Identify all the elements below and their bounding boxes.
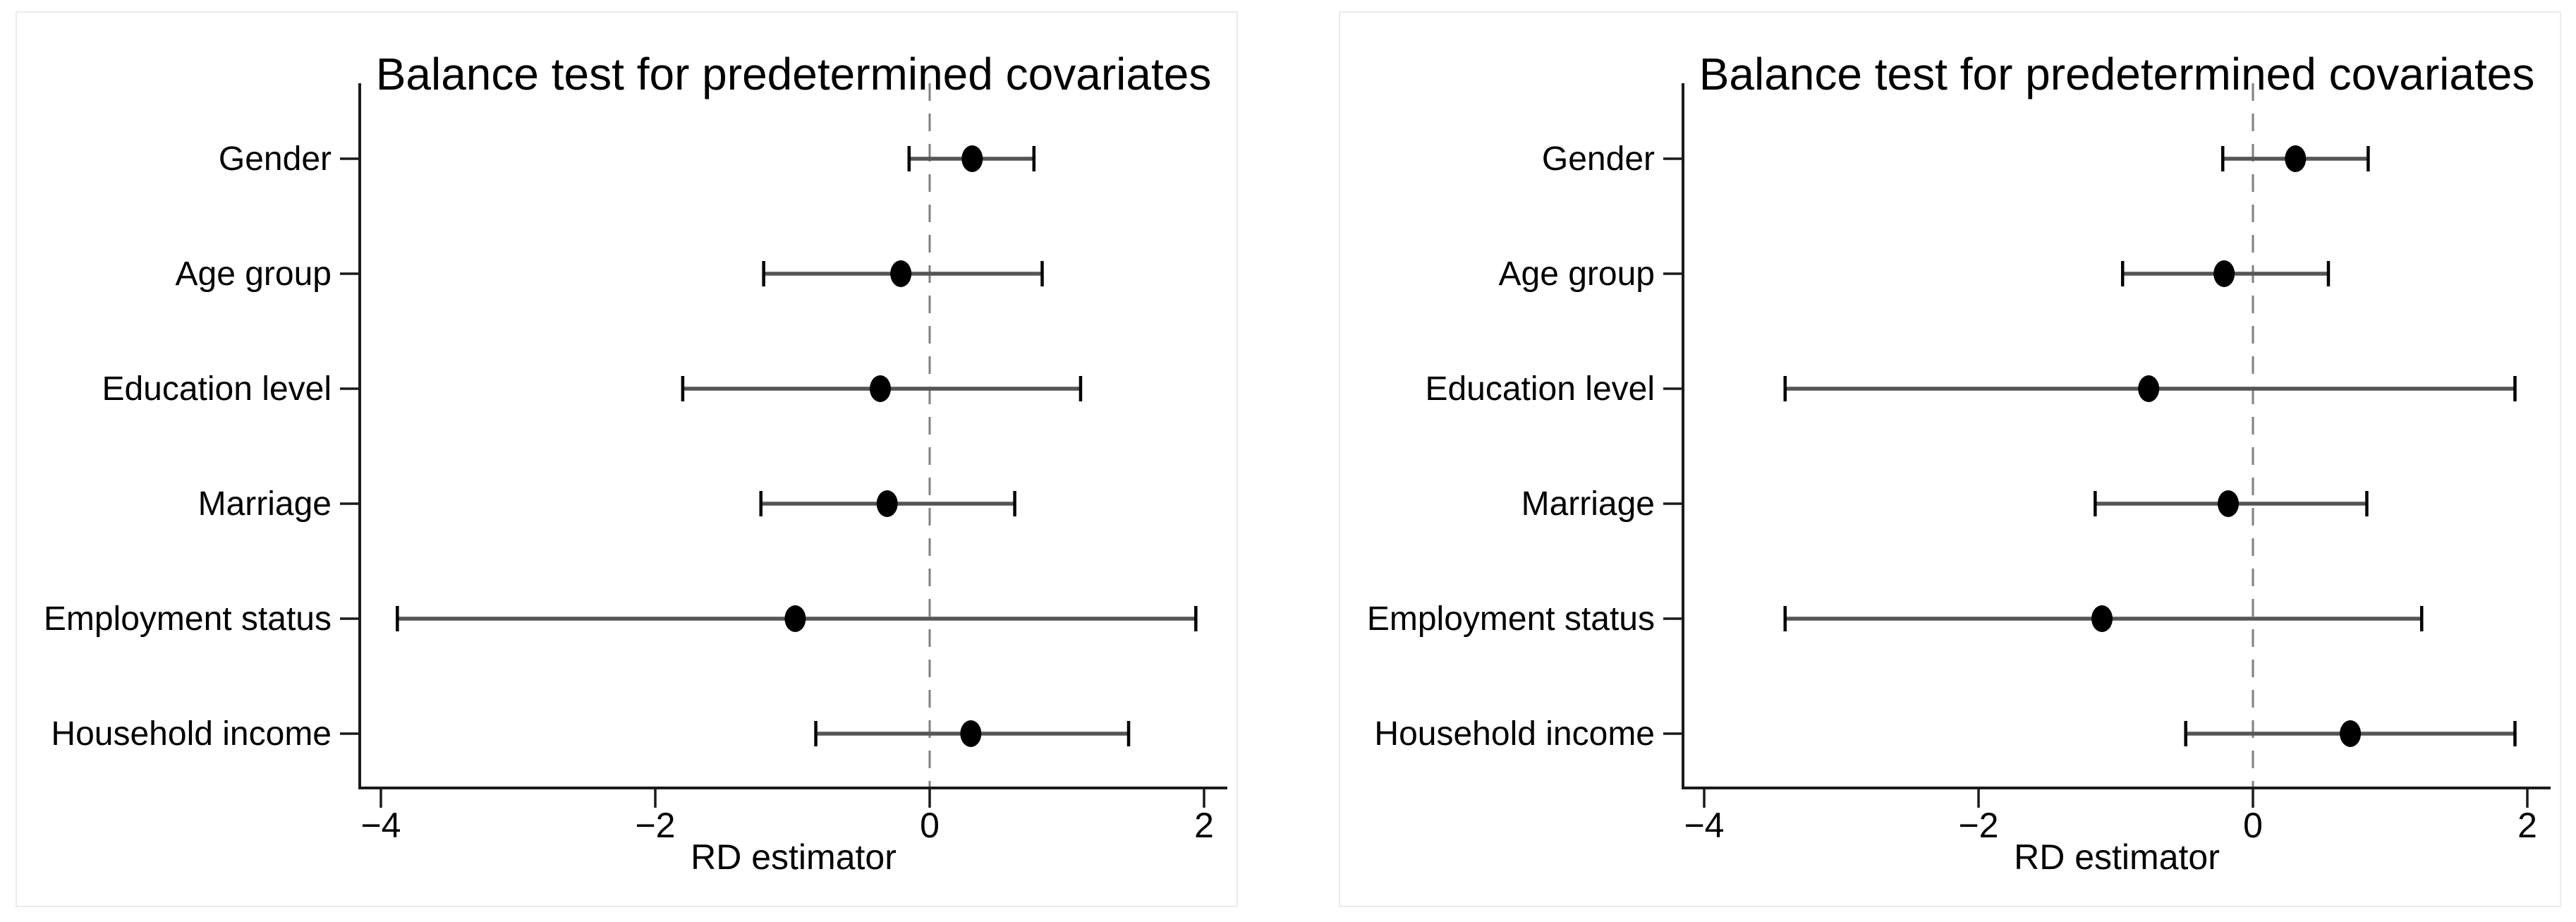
x-axis-label: RD estimator [691, 837, 897, 877]
category-label: Household income [51, 715, 332, 753]
chart-title: Balance test for predetermined covariate… [375, 49, 1212, 99]
category-label: Marriage [1521, 485, 1655, 523]
point-estimate-marker [2285, 145, 2307, 172]
x-tick-label: 0 [920, 806, 940, 845]
point-estimate-marker [869, 375, 891, 402]
point-estimate-marker [2217, 490, 2239, 517]
chart-title: Balance test for predetermined covariate… [1699, 49, 2535, 99]
x-tick-label: −4 [1684, 806, 1724, 845]
x-tick-label: 0 [2243, 806, 2263, 845]
coefficient-plot: −4 −2 0 2 Gender Age group Education level Marr… [1367, 83, 2551, 845]
point-estimate-marker [2213, 260, 2235, 287]
x-tick-label: −2 [1958, 806, 1998, 845]
category-label: Age group [1498, 255, 1655, 293]
category-label: Gender [219, 140, 332, 178]
x-tick-label: −4 [360, 806, 401, 845]
balance-test-panel-2: Balance test for predetermined covariate… [1339, 11, 2561, 907]
category-label: Employment status [44, 600, 332, 638]
point-estimate-marker [2340, 720, 2362, 747]
point-estimate-marker [960, 720, 982, 747]
x-tick-label: −2 [635, 806, 675, 845]
balance-test-panel-1: Balance test for predetermined covariate… [16, 11, 1238, 907]
coefficient-plot: −4 −2 0 2 Gender Age group Education level Marr… [44, 83, 1227, 845]
category-label: Employment status [1367, 600, 1655, 638]
category-label: Education level [1425, 370, 1655, 408]
x-axis-label: RD estimator [2014, 837, 2220, 877]
category-label: Marriage [198, 485, 332, 523]
point-estimate-marker [2091, 605, 2113, 632]
x-tick-label: 2 [2517, 806, 2537, 845]
x-tick-label: 2 [1194, 806, 1214, 845]
category-label: Household income [1374, 715, 1655, 753]
point-estimate-marker [890, 260, 912, 287]
point-estimate-marker [876, 490, 898, 517]
point-estimate-marker [961, 145, 983, 172]
point-estimate-marker [2138, 375, 2160, 402]
category-label: Education level [102, 370, 332, 408]
category-label: Gender [1542, 140, 1655, 178]
point-estimate-marker [784, 605, 806, 632]
category-label: Age group [175, 255, 332, 293]
